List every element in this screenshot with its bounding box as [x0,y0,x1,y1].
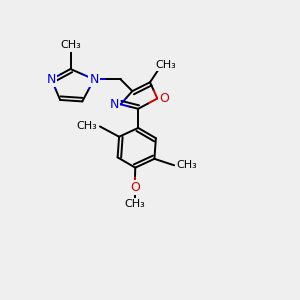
Text: CH₃: CH₃ [124,200,145,209]
Text: N: N [110,98,119,111]
Text: CH₃: CH₃ [77,122,98,131]
Text: CH₃: CH₃ [176,160,197,170]
Text: CH₃: CH₃ [155,60,176,70]
Text: CH₃: CH₃ [60,40,81,50]
Text: O: O [130,181,140,194]
Text: N: N [89,73,99,86]
Text: N: N [47,73,56,86]
Text: O: O [159,92,169,105]
